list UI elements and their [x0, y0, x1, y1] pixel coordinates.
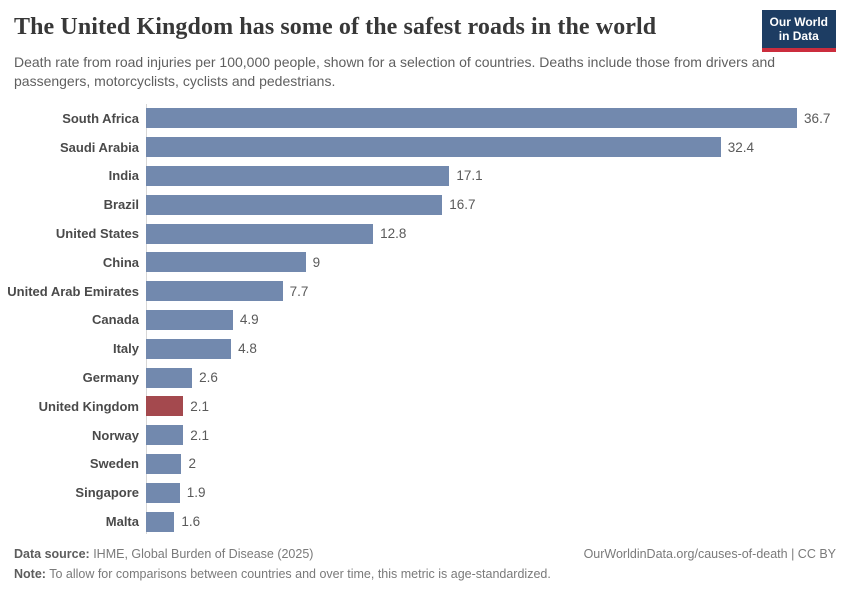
bar	[146, 309, 233, 330]
bar	[146, 194, 443, 215]
bar	[146, 511, 175, 532]
bar-row: Brazil 16.7	[0, 190, 850, 219]
bar-row: United Arab Emirates 7.7	[0, 277, 850, 306]
category-label: United States	[55, 226, 139, 242]
note-label: Note:	[14, 567, 46, 581]
value-label: 2.1	[190, 427, 210, 443]
note-text: To allow for comparisons between countri…	[45, 567, 551, 581]
bar	[146, 223, 374, 244]
value-label: 2.6	[199, 370, 218, 386]
bar-row: Malta 1.6	[0, 507, 850, 536]
value-label: 16.7	[449, 197, 476, 213]
value-label: 36.7	[804, 110, 831, 126]
bar	[146, 137, 721, 158]
bar-chart-rows: South Africa 36.7 Saudi Arabia 32.4 India 17.…	[0, 104, 850, 536]
bar-row: Italy 4.8	[0, 334, 850, 363]
value-label: 9	[312, 254, 321, 270]
bar-row: Germany 2.6	[0, 363, 850, 392]
category-label: United Kingdom	[38, 398, 139, 414]
bar-row: Sweden 2	[0, 450, 850, 479]
category-label: Saudi Arabia	[60, 139, 139, 155]
data-source-label: Data source:	[14, 547, 90, 561]
value-label: 1.9	[186, 485, 206, 501]
bar-row: South Africa 36.7	[0, 104, 850, 133]
owid-logo-line1: Our World	[769, 15, 828, 29]
category-label: United Arab Emirates	[7, 283, 139, 299]
category-label: China	[102, 254, 139, 270]
bar	[146, 425, 184, 446]
bar	[146, 165, 450, 186]
category-label: South Africa	[62, 110, 139, 126]
bar-chart: South Africa 36.7 Saudi Arabia 32.4 India 17.…	[0, 104, 850, 536]
bar-row: Canada 4.9	[0, 306, 850, 335]
bar-row: India 17.1	[0, 162, 850, 191]
bar-row: Singapore 1.9	[0, 478, 850, 507]
bar	[146, 367, 193, 388]
owid-logo-line2: in Data	[778, 29, 819, 43]
category-label: Sweden	[89, 456, 139, 472]
value-label: 4.9	[239, 312, 259, 328]
bar	[146, 281, 283, 302]
note-line: Note: To allow for comparisons between c…	[14, 567, 551, 581]
bar-row: Saudi Arabia 32.4	[0, 133, 850, 162]
category-label: India	[108, 168, 139, 184]
owid-credit-link: OurWorldinData.org/causes-of-death | CC …	[583, 547, 836, 561]
category-label: Italy	[112, 341, 139, 357]
bar	[146, 252, 306, 273]
category-label: Norway	[92, 427, 139, 443]
category-label: Germany	[82, 370, 139, 386]
value-label: 1.6	[181, 514, 201, 530]
category-label: Canada	[92, 312, 139, 328]
value-label: 7.7	[289, 283, 309, 299]
category-label: Malta	[105, 514, 139, 530]
owid-logo: Our World in Data	[761, 10, 836, 52]
page-title: The United Kingdom has some of the safes…	[14, 14, 657, 40]
bar-row: United States 12.8	[0, 219, 850, 248]
value-label: 2.1	[190, 398, 210, 414]
bar-row: Norway 2.1	[0, 421, 850, 450]
bar	[146, 108, 798, 129]
bar-row: China 9	[0, 248, 850, 277]
value-label: 2	[188, 456, 196, 472]
data-source-text: IHME, Global Burden of Disease (2025)	[89, 547, 314, 561]
category-label: Brazil	[103, 197, 139, 213]
bar	[146, 453, 182, 474]
value-label: 12.8	[380, 226, 407, 242]
bar-row: United Kingdom 2.1	[0, 392, 850, 421]
bar	[146, 482, 180, 503]
value-label: 4.8	[238, 341, 257, 357]
chart-subtitle: Death rate from road injuries per 100,00…	[14, 54, 776, 89]
value-label: 17.1	[456, 168, 483, 184]
bar	[146, 338, 232, 359]
bar-highlighted	[146, 396, 184, 417]
data-source-line: Data source: IHME, Global Burden of Dise…	[14, 547, 313, 561]
value-label: 32.4	[727, 139, 755, 155]
category-label: Singapore	[75, 485, 139, 501]
